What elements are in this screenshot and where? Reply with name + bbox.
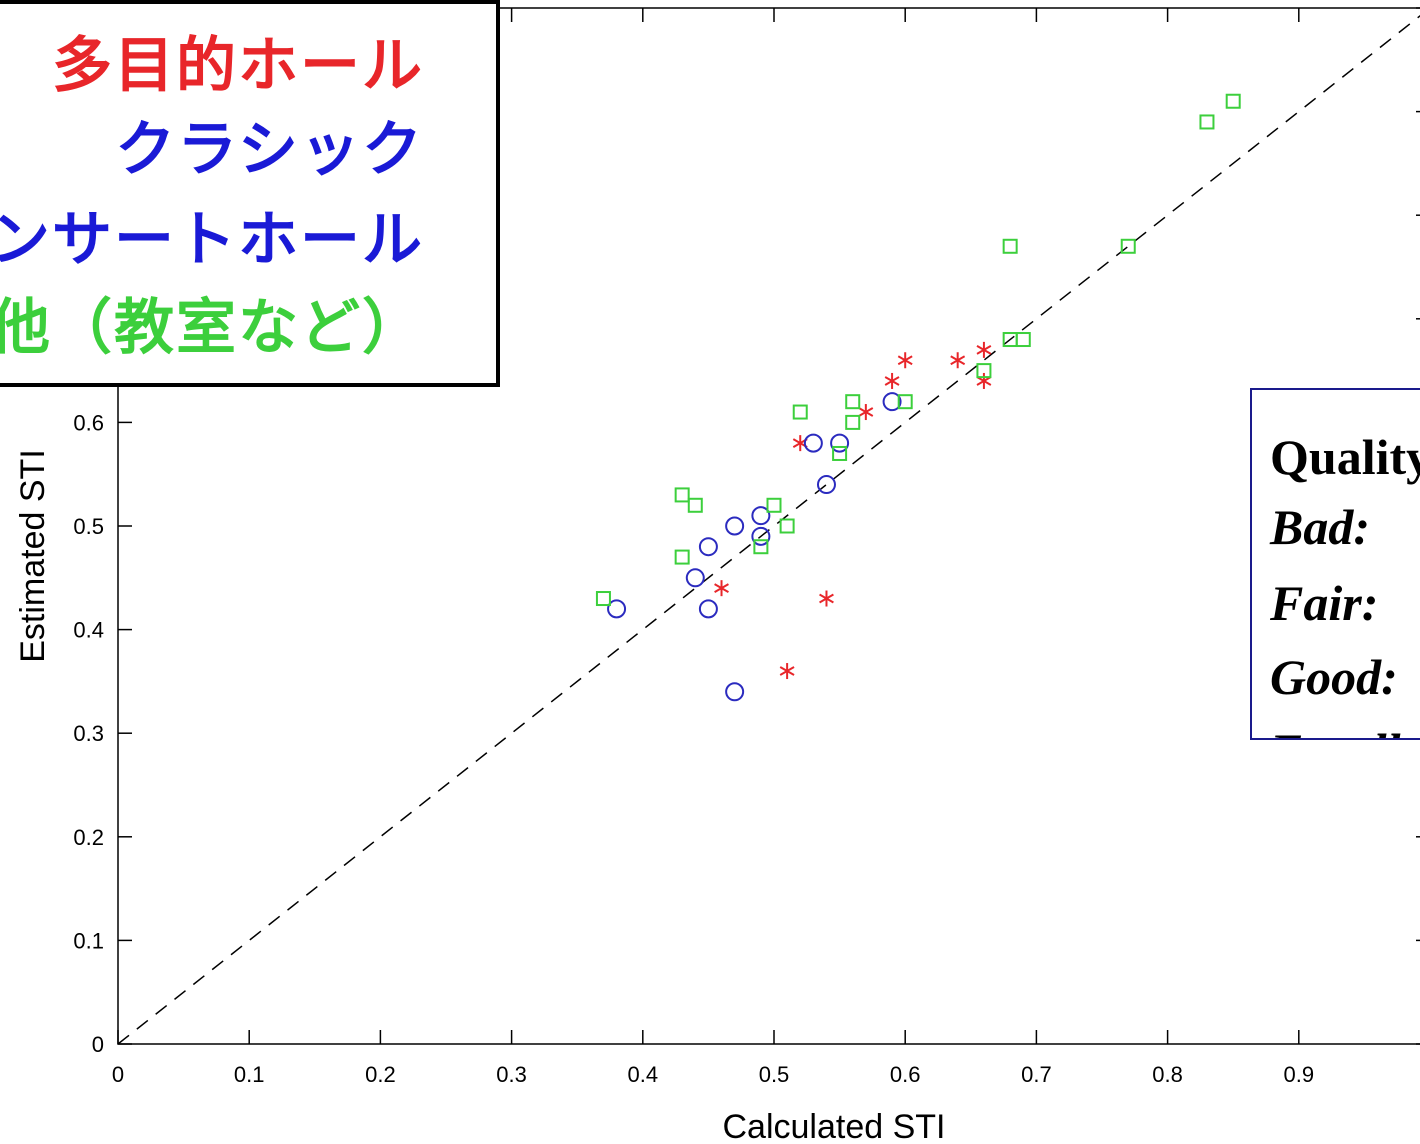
quality-excellent: Excellent: [1270, 726, 1420, 738]
square-marker: [976, 363, 992, 379]
square-marker: [766, 497, 782, 513]
asterisk-marker: [819, 590, 834, 607]
x-tick-label: 0.2: [365, 1062, 396, 1087]
circle-marker: [751, 506, 771, 526]
x-tick-label: 0.9: [1284, 1062, 1315, 1087]
quality-fair: Fair:: [1270, 575, 1379, 631]
x-tick-labels: 0 0.1 0.2 0.3 0.4 0.5 0.6 0.7 0.8 0.9: [112, 1062, 1314, 1087]
square-marker: [1199, 114, 1215, 130]
circle-marker: [882, 392, 902, 412]
x-axis-label: Calculated STI: [723, 1108, 946, 1144]
square-marker: [832, 445, 848, 461]
y-axis-label: Estimated STI: [14, 449, 52, 663]
circle-marker: [830, 433, 850, 453]
x-tick-label: 0.6: [890, 1062, 921, 1087]
quality-good: Good:: [1270, 649, 1398, 705]
legend-item-classic: クラシック: [115, 115, 424, 185]
x-tick-label: 0.5: [759, 1062, 790, 1087]
square-marker: [845, 414, 861, 430]
asterisk-marker: [884, 372, 900, 389]
y-tick-label: 0.6: [73, 410, 104, 435]
square-marker: [792, 404, 808, 420]
asterisk-marker: [976, 341, 992, 358]
data-markers: [595, 93, 1241, 702]
y-tick-label: 0.4: [73, 618, 104, 643]
square-marker: [897, 394, 913, 410]
asterisk-marker: [950, 352, 966, 369]
x-tick-label: 0: [112, 1062, 124, 1087]
circle-marker: [816, 475, 836, 495]
legend-item-multipurpose-hall: 多目的ホール: [52, 31, 424, 101]
square-marker: [674, 487, 690, 503]
quality-title: Quality: [1270, 429, 1420, 485]
square-marker: [779, 518, 795, 534]
identity-reference-line: [117, 14, 1420, 1045]
circle-marker: [607, 599, 627, 619]
quality-scale-box: Quality Bad: Fair: Good: Excellent: [1250, 388, 1420, 740]
square-marker: [845, 394, 861, 410]
venue-legend: 多目的ホール クラシック コンサートホール その他（教室など）: [0, 0, 500, 387]
asterisk-marker: [897, 352, 913, 369]
circle-marker: [725, 516, 745, 536]
x-tick-label: 0.8: [1152, 1062, 1183, 1087]
x-tick-label: 0.4: [628, 1062, 659, 1087]
square-marker: [1225, 93, 1241, 109]
y-tick-label: 0.2: [73, 825, 104, 850]
y-tick-label: 0: [92, 1032, 104, 1057]
square-marker: [1015, 332, 1031, 348]
circle-marker: [751, 526, 771, 546]
square-marker: [1120, 238, 1136, 254]
legend-item-concert-hall: コンサートホール: [0, 205, 424, 275]
quality-bad: Bad:: [1270, 499, 1370, 555]
circle-marker: [698, 537, 718, 557]
asterisk-marker: [779, 663, 795, 680]
x-tick-label: 0.1: [234, 1062, 265, 1087]
square-marker: [687, 497, 703, 513]
asterisk-marker: [976, 372, 992, 389]
x-tick-label: 0.3: [496, 1062, 527, 1087]
legend-item-other: その他（教室など）: [0, 293, 424, 363]
x-tick-label: 0.7: [1021, 1062, 1052, 1087]
y-tick-label: 0.3: [73, 721, 104, 746]
circle-marker: [803, 433, 823, 453]
circle-marker: [685, 568, 705, 588]
square-marker: [595, 591, 611, 607]
y-tick-label: 0.1: [73, 928, 104, 953]
y-tick-label: 0.5: [73, 514, 104, 539]
circle-marker: [698, 599, 718, 619]
square-marker: [753, 539, 769, 555]
circle-marker: [725, 682, 745, 702]
y-tick-labels: 0 0.1 0.2 0.3 0.4 0.5 0.6: [73, 410, 104, 1057]
square-marker: [1002, 238, 1018, 254]
asterisk-marker: [858, 404, 874, 421]
asterisk-marker: [714, 580, 729, 597]
square-marker: [674, 549, 690, 565]
